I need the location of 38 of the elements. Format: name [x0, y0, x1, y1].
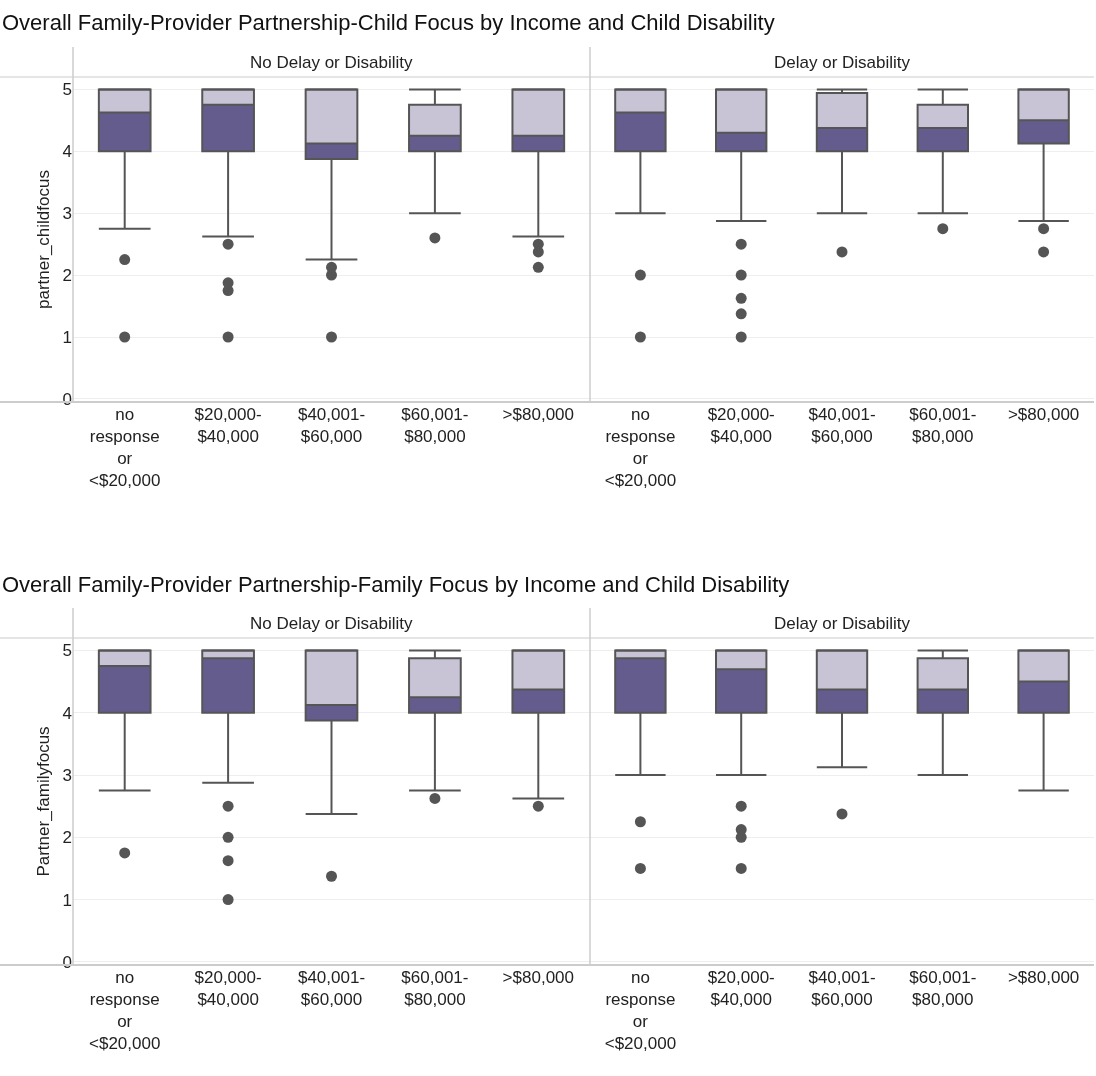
- x-tick-label: >$80,000: [502, 405, 574, 424]
- x-tick-label: no response or <$20,000: [604, 968, 677, 1054]
- y-tick-label: 5: [62, 80, 72, 100]
- y-tick-label: 1: [62, 327, 72, 347]
- chart-subtitle: No Delay or Disability: [250, 614, 413, 633]
- chart-title: Overall Family-Provider Partnership-Family Focus by Income and Child Disability: [2, 572, 790, 597]
- x-tick-label: no response or <$20,000: [89, 405, 161, 491]
- x-tick-label: $60,001-$80,000: [909, 968, 977, 1010]
- y-tick-label: 2: [62, 828, 72, 848]
- y-axis-title: Partner_familyfocus: [34, 726, 54, 877]
- x-tick-label: $40,001-$60,000: [297, 968, 366, 1010]
- y-tick-label: 3: [62, 765, 72, 785]
- x-tick-label: no response or <$20,000: [604, 405, 677, 491]
- x-tick-label: $20,000-$40,000: [194, 405, 262, 447]
- chart-title: Overall Family-Provider Partnership-Child Focus by Income and Child Disability: [2, 10, 775, 35]
- x-tick-label: >$80,000: [502, 968, 574, 987]
- y-tick-label: 2: [62, 266, 72, 286]
- x-tick-label: $20,000-$40,000: [194, 968, 262, 1010]
- x-tick-label: $40,001-$60,000: [808, 968, 876, 1010]
- y-axis-title: partner_childfocus: [34, 170, 54, 309]
- chart-subtitle: Delay or Disability: [774, 614, 911, 633]
- y-tick-label: 3: [62, 204, 72, 224]
- x-tick-label: $20,000-$40,000: [707, 968, 775, 1010]
- chart-subtitle: No Delay or Disability: [250, 53, 413, 72]
- x-tick-label: $40,001-$60,000: [808, 405, 876, 447]
- x-tick-label: $60,001-$80,000: [909, 405, 977, 447]
- y-tick-label: 5: [62, 641, 72, 661]
- y-tick-label: 4: [62, 142, 72, 162]
- y-tick-label: 1: [62, 890, 72, 910]
- chart-subtitle: Delay or Disability: [774, 53, 911, 72]
- x-tick-label: $60,001-$80,000: [401, 968, 469, 1010]
- x-tick-label: $60,001-$80,000: [401, 405, 469, 447]
- x-tick-label: >$80,000: [1007, 405, 1080, 424]
- x-tick-label: >$80,000: [1007, 968, 1080, 987]
- x-tick-label: $20,000-$40,000: [707, 405, 775, 447]
- y-tick-label: 4: [62, 703, 72, 723]
- x-tick-label: $40,001-$60,000: [297, 405, 366, 447]
- x-tick-label: no response or <$20,000: [89, 968, 161, 1054]
